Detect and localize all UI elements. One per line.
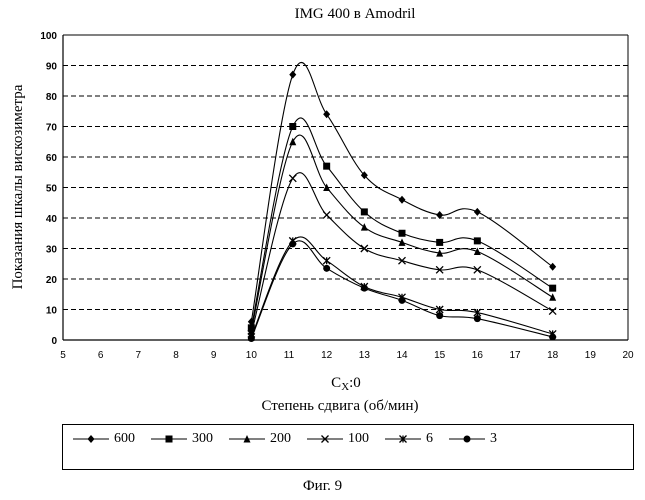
- legend-label: 200: [270, 431, 291, 447]
- x-axis-label-main: C: [331, 375, 341, 391]
- series-6: [248, 237, 556, 341]
- data-point: [323, 257, 330, 264]
- x-tick-label: 8: [173, 350, 179, 361]
- chart: IMG 400 в Amodril 0102030405060708090100…: [0, 0, 645, 420]
- data-point: [289, 71, 296, 79]
- data-point: [436, 239, 443, 246]
- x-tick-label: 20: [622, 350, 634, 361]
- legend-label: 3: [490, 431, 497, 447]
- data-point: [323, 163, 330, 170]
- data-point: [399, 196, 406, 204]
- series-3: [248, 240, 556, 342]
- legend: 600 300 200 100 6 3: [62, 424, 634, 470]
- data-point: [474, 266, 481, 273]
- data-point: [474, 315, 481, 322]
- y-tick-label: 10: [46, 306, 58, 317]
- x-tick-label: 7: [136, 350, 142, 361]
- chart-title: IMG 400 в Amodril: [295, 6, 416, 22]
- data-point: [474, 208, 481, 216]
- legend-item-600: 600: [71, 431, 135, 447]
- y-tick-label: 80: [46, 92, 58, 103]
- x-tick-label: 12: [321, 350, 333, 361]
- data-point: [361, 223, 368, 231]
- legend-item-200: 200: [227, 431, 291, 447]
- x-tick-label: 9: [211, 350, 217, 361]
- legend-item-6: 6: [383, 431, 433, 447]
- data-point: [361, 285, 368, 292]
- x-tick-labels: 5 6 7 8 9 10 11 12 13 14 15 16 17 18 19 20: [60, 350, 634, 361]
- y-tick-labels: 0 10 20 30 40 50 60 70 80 90 100: [40, 31, 57, 347]
- data-point: [399, 230, 406, 237]
- data-point: [289, 240, 296, 247]
- legend-swatch: [227, 432, 267, 446]
- figure-caption: Фиг. 9: [0, 478, 645, 495]
- data-point: [88, 435, 95, 443]
- data-point: [289, 138, 296, 146]
- legend-items: 600 300 200 100 6 3: [71, 431, 511, 447]
- y-tick-label: 90: [46, 62, 58, 73]
- x-tick-label: 17: [509, 350, 521, 361]
- data-point: [549, 293, 556, 301]
- legend-item-3: 3: [447, 431, 497, 447]
- legend-label: 300: [192, 431, 213, 447]
- y-tick-label: 50: [46, 184, 58, 195]
- data-point: [549, 263, 556, 271]
- x-tick-label: 16: [472, 350, 484, 361]
- legend-label: 600: [114, 431, 135, 447]
- y-tick-label: 70: [46, 123, 58, 134]
- legend-label: 6: [426, 431, 433, 447]
- data-point: [399, 257, 406, 264]
- data-point: [549, 333, 556, 340]
- data-point: [549, 285, 556, 292]
- data-point: [549, 308, 556, 315]
- y-tick-label: 60: [46, 153, 58, 164]
- series-group: [248, 62, 556, 341]
- legend-swatch: [447, 432, 487, 446]
- legend-item-300: 300: [149, 431, 213, 447]
- x-axis-label-tail: :0: [349, 375, 361, 391]
- data-point: [464, 436, 471, 443]
- legend-swatch: [71, 432, 111, 446]
- data-point: [361, 208, 368, 215]
- legend-item-100: 100: [305, 431, 369, 447]
- data-point: [436, 312, 443, 319]
- x-tick-label: 18: [547, 350, 559, 361]
- series-line: [251, 237, 552, 337]
- data-point: [289, 175, 296, 182]
- series-line: [251, 62, 552, 321]
- data-point: [399, 297, 406, 304]
- y-tick-label: 100: [40, 31, 57, 42]
- legend-swatch: [383, 432, 423, 446]
- data-point: [323, 265, 330, 272]
- x-tick-label: 5: [60, 350, 66, 361]
- data-point: [248, 335, 255, 342]
- x-axis-label-line2: Степень сдвига (об/мин): [261, 398, 418, 414]
- legend-swatch: [305, 432, 345, 446]
- x-tick-label: 10: [246, 350, 258, 361]
- legend-label: 100: [348, 431, 369, 447]
- x-tick-label: 11: [284, 350, 295, 361]
- x-axis-label-sub: X: [341, 381, 349, 393]
- x-tick-label: 19: [585, 350, 597, 361]
- grid: [63, 35, 628, 340]
- y-axis-label: Показания шкалы вискозиметра: [10, 84, 26, 289]
- x-axis-label-line1: CX:0: [331, 375, 361, 393]
- y-tick-label: 30: [46, 245, 58, 256]
- legend-swatch: [149, 432, 189, 446]
- y-tick-label: 0: [51, 336, 57, 347]
- x-tick-label: 13: [359, 350, 371, 361]
- x-tick-label: 14: [396, 350, 408, 361]
- data-point: [166, 436, 173, 443]
- series-line: [251, 241, 552, 339]
- y-tick-label: 40: [46, 214, 58, 225]
- data-point: [323, 211, 330, 218]
- x-tick-label: 6: [98, 350, 104, 361]
- x-tick-label: 15: [434, 350, 446, 361]
- data-point: [289, 123, 296, 130]
- data-point: [474, 237, 481, 244]
- y-tick-label: 20: [46, 275, 58, 286]
